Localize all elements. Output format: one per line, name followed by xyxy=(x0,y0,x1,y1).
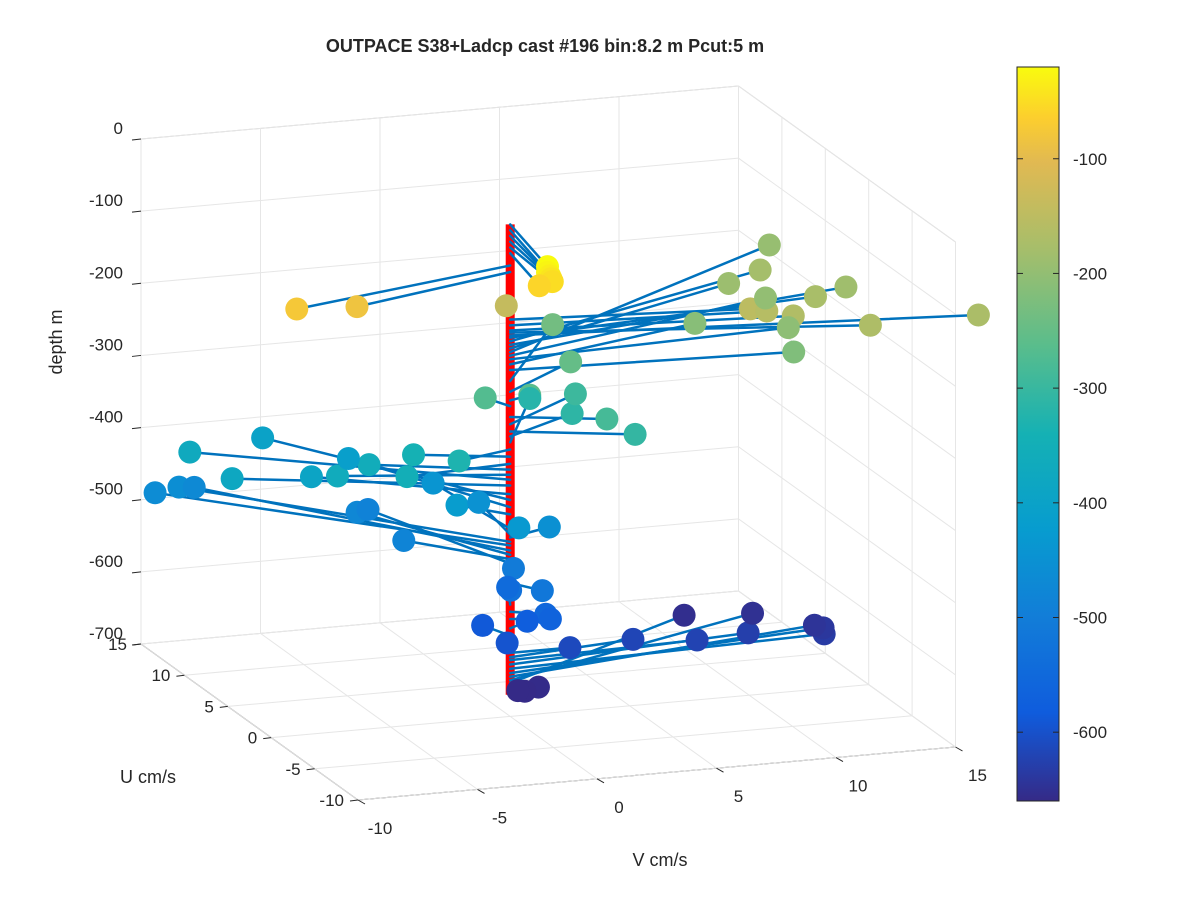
data-point xyxy=(448,450,471,473)
data-point xyxy=(531,579,554,602)
data-point xyxy=(445,494,468,517)
data-point xyxy=(624,423,647,446)
z-tick-label: -400 xyxy=(89,408,123,427)
data-point xyxy=(402,443,425,466)
data-point xyxy=(967,304,990,327)
data-point xyxy=(495,294,518,317)
data-point xyxy=(595,407,618,430)
colorbar-tick-label: -400 xyxy=(1073,494,1107,513)
data-point xyxy=(507,516,530,539)
z-tick-label: 0 xyxy=(114,119,123,138)
z-tick-label: -200 xyxy=(89,263,123,282)
data-point xyxy=(356,498,379,521)
colorbar-gradient xyxy=(1017,67,1059,801)
data-point xyxy=(673,604,696,627)
data-point xyxy=(251,426,274,449)
data-point xyxy=(516,610,539,633)
y-axis-label: U cm/s xyxy=(120,767,176,787)
data-point xyxy=(749,259,772,282)
z-tick-label: -100 xyxy=(89,191,123,210)
data-point xyxy=(285,297,308,320)
data-point xyxy=(538,516,561,539)
data-point xyxy=(758,233,781,256)
data-point xyxy=(777,316,800,339)
data-point xyxy=(496,632,519,655)
x-tick-label: 5 xyxy=(734,787,743,806)
data-point xyxy=(683,312,706,335)
y-tick-label: 5 xyxy=(204,697,213,716)
x-tick-label: 0 xyxy=(614,798,623,817)
data-point xyxy=(183,476,206,499)
x-tick-label: 10 xyxy=(849,777,868,796)
velocity-arrow xyxy=(337,475,510,476)
y-tick-label: 0 xyxy=(248,729,257,748)
data-point xyxy=(474,386,497,409)
data-point xyxy=(541,313,564,336)
chart-title: OUTPACE S38+Ladcp cast #196 bin:8.2 m Pc… xyxy=(326,36,764,56)
data-point xyxy=(300,465,323,488)
data-point xyxy=(564,382,587,405)
data-point xyxy=(528,274,551,297)
data-point xyxy=(337,447,360,470)
data-point xyxy=(471,614,494,637)
data-point xyxy=(686,629,709,652)
x-tick-label: 15 xyxy=(968,766,987,785)
data-point xyxy=(518,387,541,410)
data-point xyxy=(178,441,201,464)
data-point xyxy=(558,636,581,659)
z-tick-label: -300 xyxy=(89,335,123,354)
data-point xyxy=(467,491,490,514)
y-tick-label: -10 xyxy=(319,791,344,810)
data-point xyxy=(859,314,882,337)
z-tick-label: -500 xyxy=(89,480,123,499)
colorbar-tick-label: -100 xyxy=(1073,150,1107,169)
data-point xyxy=(392,529,415,552)
data-point xyxy=(717,272,740,295)
y-tick-label: 10 xyxy=(151,666,170,685)
data-point xyxy=(506,679,529,702)
data-point xyxy=(422,472,445,495)
z-axis-label: depth m xyxy=(46,309,66,374)
data-point xyxy=(561,402,584,425)
data-point xyxy=(539,607,562,630)
colorbar-tick-label: -200 xyxy=(1073,264,1107,283)
data-point xyxy=(804,285,827,308)
data-point xyxy=(559,350,582,373)
z-tick-label: -700 xyxy=(89,624,123,643)
data-point xyxy=(621,628,644,651)
data-point xyxy=(737,621,760,644)
x-axis-label: V cm/s xyxy=(632,850,687,870)
z-tick-label: -600 xyxy=(89,552,123,571)
data-point xyxy=(395,465,418,488)
data-point xyxy=(496,576,519,599)
data-point xyxy=(782,340,805,363)
colorbar-tick-label: -600 xyxy=(1073,723,1107,742)
data-point xyxy=(803,614,826,637)
colorbar-tick-label: -500 xyxy=(1073,609,1107,628)
x-tick-label: -5 xyxy=(492,808,507,827)
data-point xyxy=(144,481,167,504)
y-tick-label: -5 xyxy=(285,760,300,779)
data-point xyxy=(345,295,368,318)
data-point xyxy=(741,602,764,625)
data-point xyxy=(834,276,857,299)
x-tick-label: -10 xyxy=(368,819,393,838)
colorbar-tick-label: -300 xyxy=(1073,379,1107,398)
data-point xyxy=(358,453,381,476)
data-point xyxy=(754,287,777,310)
data-point xyxy=(221,467,244,490)
